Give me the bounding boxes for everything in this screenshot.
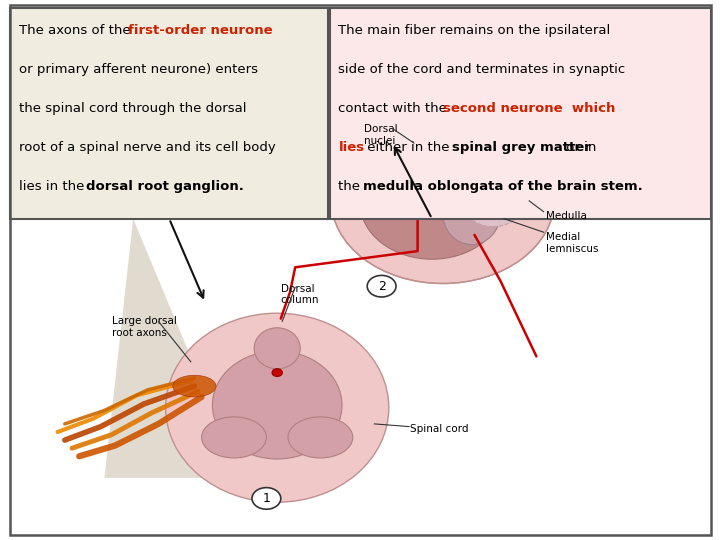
Text: lies: lies [338, 141, 364, 154]
Text: Spinal cord: Spinal cord [410, 424, 469, 434]
Text: first-order neurone: first-order neurone [128, 24, 273, 37]
Circle shape [272, 369, 282, 376]
Circle shape [367, 275, 396, 297]
Text: root of a spinal nerve and its cell body: root of a spinal nerve and its cell body [19, 141, 276, 154]
Text: Dorsal
nuclei: Dorsal nuclei [364, 124, 397, 146]
Text: Medulla: Medulla [546, 211, 587, 221]
Ellipse shape [459, 162, 528, 227]
Polygon shape [104, 219, 241, 478]
Text: either in the: either in the [363, 141, 454, 154]
Text: medulla oblongata of the brain stem.: medulla oblongata of the brain stem. [363, 180, 643, 193]
Text: the spinal cord through the dorsal: the spinal cord through the dorsal [19, 102, 246, 115]
Ellipse shape [173, 375, 216, 397]
Ellipse shape [254, 328, 300, 369]
FancyBboxPatch shape [10, 8, 328, 219]
Ellipse shape [443, 182, 500, 245]
Ellipse shape [212, 351, 342, 459]
Text: Medial
lemniscus: Medial lemniscus [546, 232, 598, 254]
Text: second neurone  which: second neurone which [443, 102, 615, 115]
Text: contact with the: contact with the [338, 102, 451, 115]
Ellipse shape [360, 146, 504, 259]
Text: or in: or in [562, 141, 596, 154]
Text: or primary afferent neurone) enters: or primary afferent neurone) enters [19, 63, 258, 76]
Text: Dorsal
column: Dorsal column [281, 284, 319, 305]
Text: lies in the: lies in the [19, 180, 89, 193]
Ellipse shape [331, 116, 554, 284]
Text: The axons of the: The axons of the [19, 24, 135, 37]
Text: side of the cord and terminates in synaptic: side of the cord and terminates in synap… [338, 63, 626, 76]
Text: Large dorsal
root axons: Large dorsal root axons [112, 316, 176, 338]
Polygon shape [331, 146, 518, 219]
Ellipse shape [378, 128, 457, 169]
Text: dorsal root ganglion.: dorsal root ganglion. [86, 180, 244, 193]
Ellipse shape [202, 417, 266, 458]
Ellipse shape [288, 417, 353, 458]
Text: 1: 1 [263, 492, 270, 505]
Circle shape [252, 488, 281, 509]
Text: The main fiber remains on the ipsilateral: The main fiber remains on the ipsilatera… [338, 24, 611, 37]
Text: the: the [338, 180, 364, 193]
Text: spinal grey matter: spinal grey matter [452, 141, 591, 154]
Text: 2: 2 [378, 280, 385, 293]
FancyBboxPatch shape [330, 8, 711, 219]
Ellipse shape [166, 313, 389, 502]
